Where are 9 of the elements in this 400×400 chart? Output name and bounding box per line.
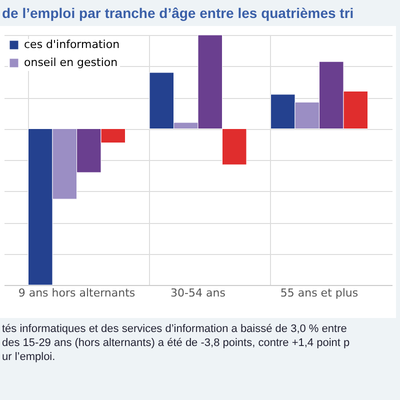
text: des 15-29 ans (hors alternants) a été de -3,8 points, contre +1,4 point p xyxy=(2,336,351,350)
x-tick-label: 30-54 ans xyxy=(170,286,226,300)
text: ur l’emploi. xyxy=(2,350,56,364)
legend-label: ces d'information xyxy=(24,38,120,51)
chart-title: de l’emploi par tranche d’âge entre les quatrièmes tri xyxy=(1,4,355,23)
x-tick-label: 55 ans et plus xyxy=(280,286,358,300)
x-tick-label: 9 ans hors alternants xyxy=(18,286,136,300)
legend-label: onseil en gestion xyxy=(24,56,118,69)
text: tés informatiques et des services d’information a baissé de 3,0 % entre xyxy=(2,322,348,336)
